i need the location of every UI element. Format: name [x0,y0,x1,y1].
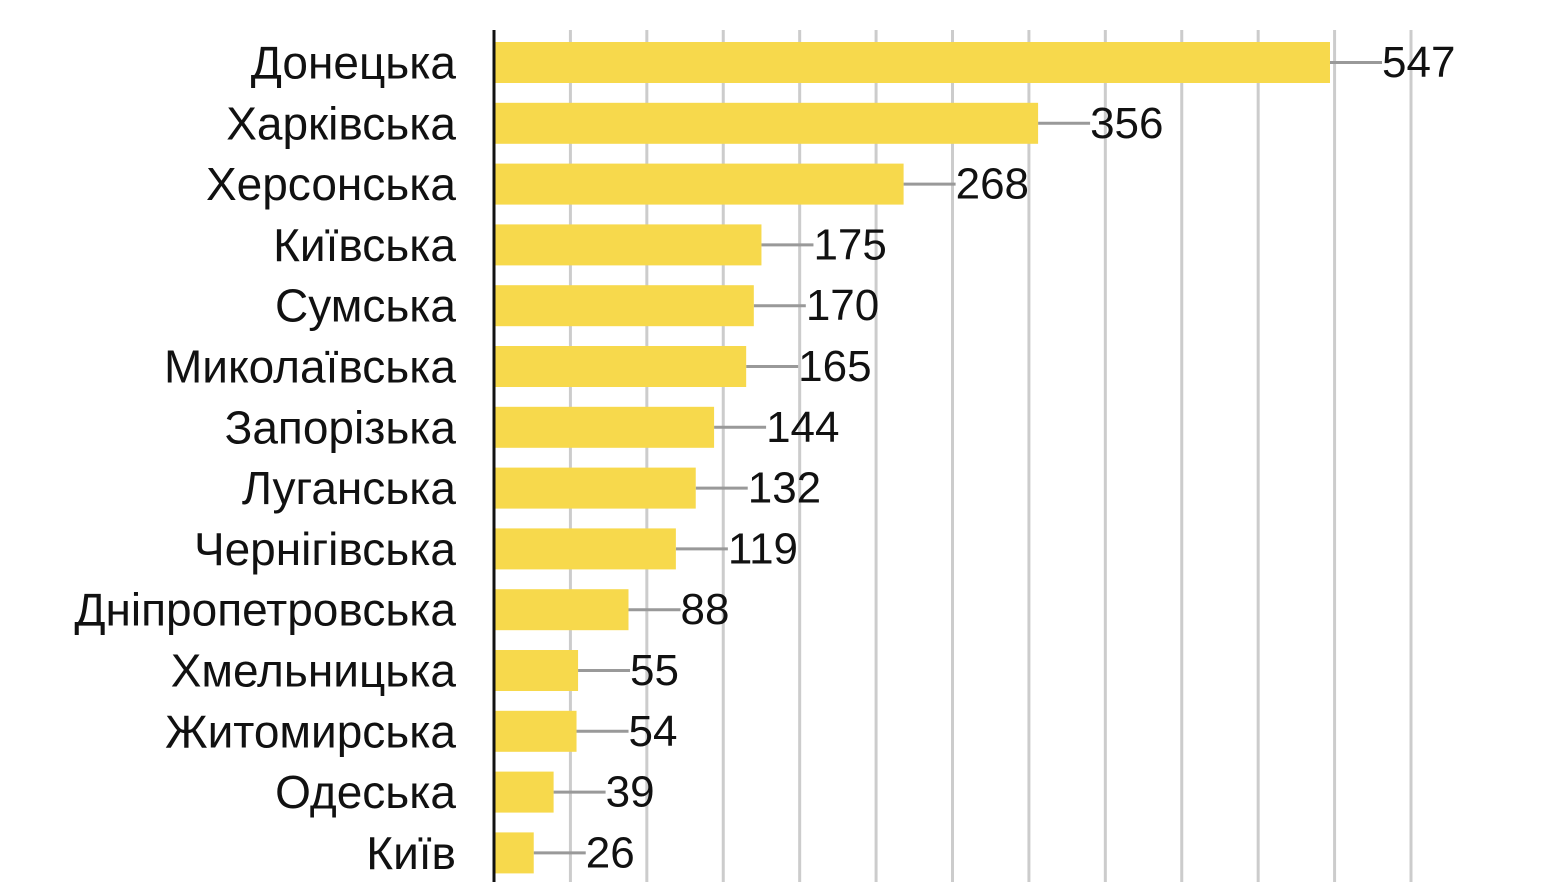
value-label: 26 [586,828,635,877]
bars [494,42,1330,874]
category-label: Дніпропетровська [74,584,456,636]
category-labels: Донецька Харківська Херсонська Київська Сумс… [74,37,456,879]
bar [494,589,629,631]
bar [494,528,676,570]
bar [494,467,696,509]
value-label: 88 [680,585,729,634]
bar [494,163,904,205]
bar [494,650,579,691]
bar [494,102,1039,144]
value-label: 144 [766,403,839,452]
category-label: Херсонська [206,158,456,210]
category-label: Луганська [242,462,457,514]
bar [494,771,554,813]
category-label: Одеська [275,766,456,818]
category-label: Миколаївська [164,341,456,393]
category-label: Сумська [275,280,456,332]
gridlines [568,30,1413,882]
bar [494,832,534,874]
bar [494,346,747,387]
category-label: Київська [273,219,456,271]
bar [494,406,715,448]
value-label: 268 [956,160,1029,209]
bar [494,710,577,752]
value-label: 119 [728,524,798,573]
value-label: 132 [748,464,821,513]
value-label: 356 [1090,99,1163,148]
value-label: 170 [806,281,879,330]
leader-lines [533,61,1382,855]
value-label: 54 [629,707,678,756]
value-label: 39 [606,768,655,817]
category-label: Хмельницька [171,645,457,697]
category-label: Запорізька [225,401,457,453]
category-label: Донецька [251,37,457,89]
bar [494,224,762,266]
value-label: 165 [798,342,871,391]
category-label: Житомирська [165,705,456,757]
value-label: 55 [630,646,679,695]
category-label: Київ [366,827,456,879]
category-label: Харківська [226,97,456,149]
category-label: Чернігівська [194,523,456,575]
value-label: 175 [813,220,886,269]
bar [494,285,754,327]
value-label: 547 [1382,38,1455,87]
bar [494,42,1330,83]
